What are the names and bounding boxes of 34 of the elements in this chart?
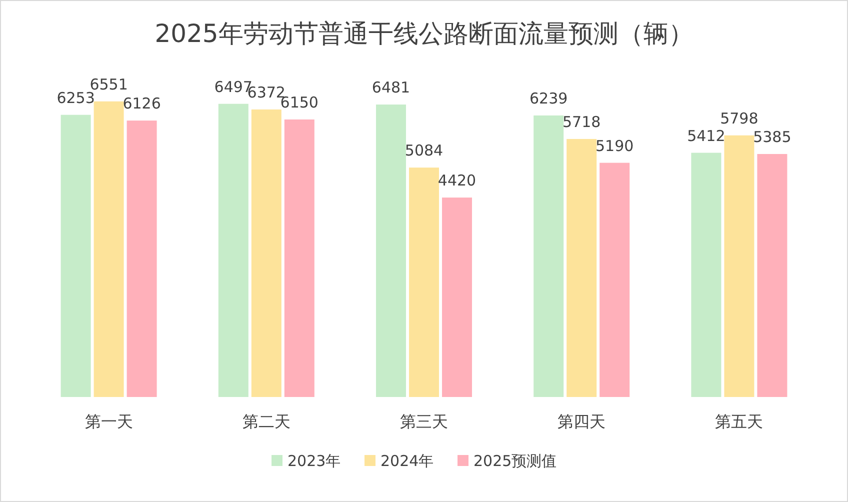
bar <box>284 119 314 397</box>
x-tick-label: 第二天 <box>242 412 290 431</box>
bar <box>251 109 282 397</box>
bar <box>94 101 124 397</box>
data-label: 4420 <box>438 172 476 190</box>
data-label: 6481 <box>372 78 410 97</box>
legend-label: 2023年 <box>288 452 341 470</box>
data-label: 6126 <box>122 94 161 113</box>
bar <box>757 154 788 397</box>
bar <box>600 162 630 397</box>
bar <box>409 168 439 397</box>
chart-title: 2025年劳动节普通干线公路断面流量预测（辆） <box>154 19 694 48</box>
bar <box>60 114 91 397</box>
data-label: 5718 <box>562 112 601 131</box>
legend-label: 2024年 <box>380 452 434 470</box>
x-tick-label: 第四天 <box>558 412 606 431</box>
x-tick-label: 第一天 <box>84 412 133 431</box>
bar <box>724 135 754 397</box>
x-tick-label: 第五天 <box>715 412 764 431</box>
data-label: 5190 <box>596 136 634 155</box>
data-label: 5385 <box>753 128 792 146</box>
x-tick-label: 第三天 <box>400 412 448 431</box>
bar <box>376 104 406 397</box>
bar <box>218 104 248 397</box>
data-label: 5084 <box>404 142 444 160</box>
bar <box>691 152 722 397</box>
bar <box>566 138 597 397</box>
bar <box>534 115 564 397</box>
bar <box>126 120 157 397</box>
data-label: 5798 <box>720 109 758 128</box>
data-label: 5412 <box>687 126 726 145</box>
bar <box>442 198 472 397</box>
legend-label: 2025预测值 <box>474 452 557 470</box>
data-label: 6239 <box>530 89 568 108</box>
